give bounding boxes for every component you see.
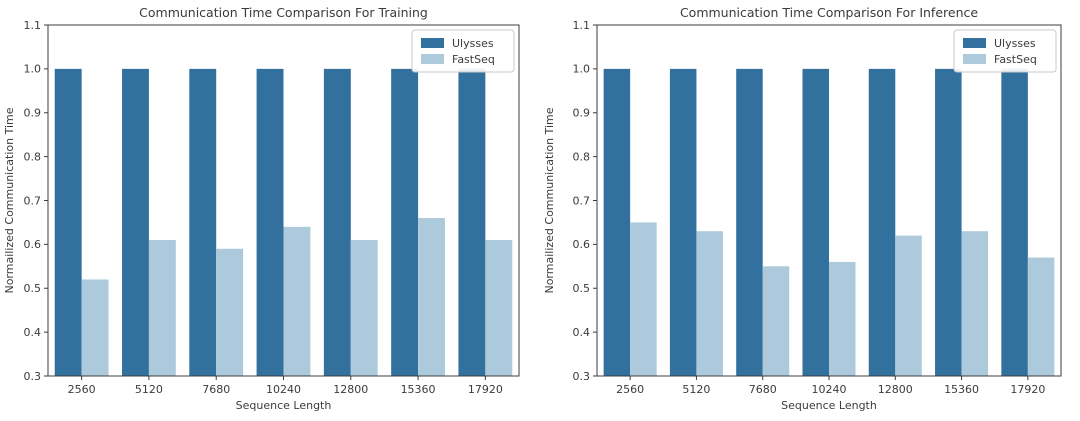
bar-fastseq	[895, 235, 922, 376]
bar-ulysses	[1001, 68, 1028, 376]
x-tick-label: 12800	[333, 383, 368, 396]
chart-title: Communication Time Comparison For Traini…	[139, 5, 428, 20]
bar-ulysses	[603, 68, 631, 376]
x-tick-label: 7680	[749, 383, 777, 396]
y-tick-label: 0.9	[573, 107, 591, 120]
legend: Ulysses FastSeq	[411, 29, 515, 73]
legend-swatch-ulysses	[963, 38, 986, 48]
x-tick-label: 12800	[878, 383, 913, 396]
plot-frame	[596, 24, 1062, 377]
x-tick-label: 2560	[616, 383, 644, 396]
y-tick-label: 0.4	[24, 326, 42, 339]
legend-label: FastSeq	[994, 53, 1037, 66]
y-tick-label: 0.8	[24, 150, 42, 163]
bar-fastseq	[418, 218, 445, 376]
y-tick-label: 0.6	[24, 238, 42, 251]
bar-fastseq	[350, 239, 378, 376]
bar-ulysses	[669, 68, 697, 376]
y-tick-label: 0.3	[573, 370, 591, 383]
y-tick-label: 0.5	[24, 282, 42, 295]
legend-label: FastSeq	[452, 53, 495, 66]
bar-ulysses	[935, 68, 962, 376]
y-tick-label: 0.3	[24, 370, 42, 383]
chart-title: Communication Time Comparison For Infere…	[680, 5, 978, 20]
x-tick-label: 7680	[202, 383, 230, 396]
bar-ulysses	[122, 68, 149, 376]
bar-ulysses	[736, 68, 763, 376]
chart-svg: Communication Time Comparison For Traini…	[3, 5, 520, 412]
plot-frame	[47, 24, 520, 377]
bar-ulysses	[256, 68, 284, 376]
legend-label: Ulysses	[994, 37, 1036, 50]
y-axis-label: Normailized Communication Time	[543, 107, 556, 293]
x-tick-label: 17920	[468, 383, 503, 396]
chart-svg: Communication Time Comparison For Infere…	[543, 5, 1062, 412]
bar-fastseq	[216, 248, 244, 376]
legend: Ulysses FastSeq	[953, 29, 1057, 73]
y-tick-label: 1.1	[24, 19, 42, 32]
y-tick-label: 0.8	[573, 150, 591, 163]
training-chart: Communication Time Comparison For Traini…	[3, 5, 520, 412]
bar-fastseq	[630, 222, 657, 376]
x-tick-label: 5120	[682, 383, 710, 396]
y-axis-label: Normailized Communication Time	[3, 107, 16, 293]
x-tick-label: 5120	[135, 383, 163, 396]
bar-fastseq	[829, 261, 856, 376]
bar-fastseq	[961, 231, 989, 376]
bar-ulysses	[802, 68, 829, 376]
bar-fastseq	[283, 226, 311, 376]
bar-fastseq	[1027, 257, 1055, 376]
x-tick-label: 15360	[401, 383, 436, 396]
legend-label: Ulysses	[452, 37, 494, 50]
bar-ulysses	[323, 68, 351, 376]
bar-fastseq	[81, 279, 109, 376]
bar-ulysses	[391, 68, 419, 376]
y-tick-label: 1.0	[24, 63, 42, 76]
inference-chart: Communication Time Comparison For Infere…	[540, 0, 1080, 421]
y-tick-label: 0.5	[573, 282, 591, 295]
bar-fastseq	[762, 266, 790, 376]
bar-fastseq	[696, 231, 723, 376]
x-tick-label: 10240	[266, 383, 301, 396]
x-tick-label: 17920	[1010, 383, 1045, 396]
y-tick-label: 1.0	[573, 63, 591, 76]
x-tick-label: 2560	[68, 383, 96, 396]
x-tick-label: 10240	[812, 383, 847, 396]
y-tick-label: 0.9	[24, 107, 42, 120]
x-axis-label: Sequence Length	[781, 399, 877, 412]
y-tick-label: 0.7	[24, 194, 42, 207]
x-tick-label: 15360	[944, 383, 979, 396]
bar-ulysses	[458, 68, 486, 376]
y-tick-label: 0.4	[573, 326, 591, 339]
y-tick-label: 1.1	[573, 19, 591, 32]
legend-swatch-fastseq	[963, 54, 986, 64]
bar-fastseq	[148, 239, 176, 376]
bar-ulysses	[189, 68, 217, 376]
bar-ulysses	[868, 68, 896, 376]
legend-swatch-fastseq	[421, 54, 444, 64]
y-tick-label: 0.6	[573, 238, 591, 251]
bar-ulysses	[54, 68, 82, 376]
x-axis-label: Sequence Length	[236, 399, 332, 412]
legend-swatch-ulysses	[421, 38, 444, 48]
bar-fastseq	[485, 239, 513, 376]
y-tick-label: 0.7	[573, 194, 591, 207]
